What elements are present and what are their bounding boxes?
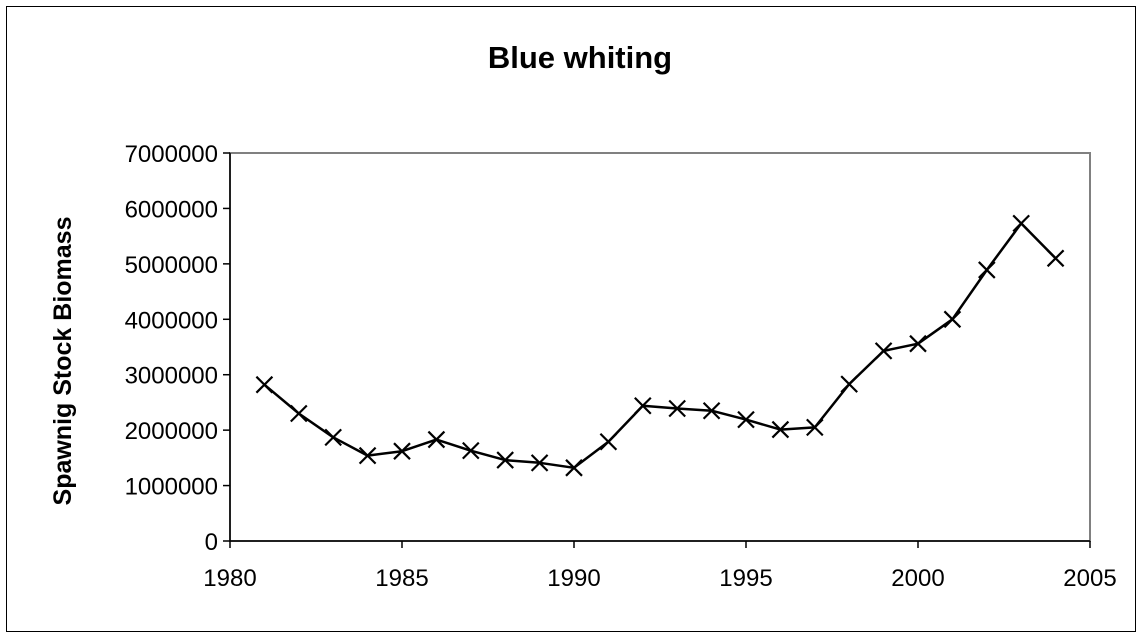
data-point-marker [393,442,411,460]
y-tick-label: 6000000 [125,196,218,223]
data-point-marker [840,375,858,393]
series-line [263,222,1057,470]
data-point-marker [874,342,893,360]
y-tick-label: 2000000 [125,418,218,445]
data-point-marker [462,441,480,460]
data-point-marker [496,451,514,469]
data-point-marker [324,428,342,447]
data-point-marker [943,310,962,329]
x-tick-label: 1985 [375,565,428,592]
x-tick-label: 2005 [1063,565,1116,592]
y-axis-label: Spawnig Stock Biomass [49,217,77,506]
y-tick-label: 1000000 [125,474,218,501]
data-point-marker [806,418,824,437]
y-tick-label: 0 [205,529,218,556]
data-point-marker [530,454,549,472]
data-point-marker [565,459,583,477]
data-point-marker [1046,249,1065,268]
data-point-marker [978,261,996,279]
data-point-marker [427,430,446,449]
data-point-marker [668,399,686,418]
data-point-marker [634,396,652,415]
data-point-marker [290,404,308,423]
y-tick-label: 3000000 [125,363,218,390]
data-point-marker [702,401,721,420]
data-point-marker [909,334,927,353]
y-tick-label: 4000000 [125,307,218,334]
data-point-marker [255,375,274,394]
x-tick-label: 1980 [203,565,256,592]
data-point-marker [771,420,790,439]
plot-area [229,152,1091,542]
data-point-marker [737,410,755,429]
y-tick-label: 7000000 [125,141,218,168]
x-tick-label: 1990 [547,565,600,592]
data-point-marker [358,446,377,465]
chart-title: Blue whiting [488,40,672,75]
x-tick-label: 2000 [891,565,944,592]
y-tick-label: 5000000 [125,252,218,279]
data-point-marker [599,433,618,451]
data-point-marker [1012,214,1030,233]
x-tick-label: 1995 [719,565,772,592]
